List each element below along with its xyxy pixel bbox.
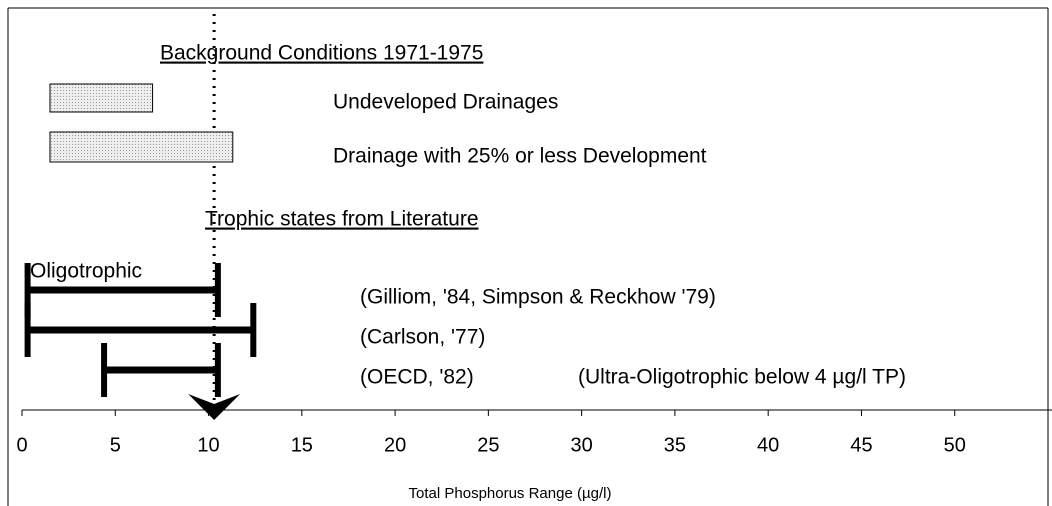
x-axis-label: Total Phosphorus Range (µg/l): [409, 485, 612, 502]
x-tick-label: 20: [384, 434, 406, 456]
x-tick-label: 35: [664, 434, 686, 456]
heading: Background Conditions 1971-1975: [160, 42, 483, 65]
note: (Ultra-Oligotrophic below 4 µg/l TP): [578, 366, 906, 389]
x-tick-label: 40: [757, 434, 779, 456]
series-label: (OECD, '82): [360, 366, 474, 389]
x-tick-label: 15: [291, 434, 313, 456]
group-label: Oligotrophic: [30, 260, 142, 283]
x-tick-label: 0: [16, 434, 27, 456]
x-tick-label: 5: [110, 434, 121, 456]
x-tick-label: 50: [944, 434, 966, 456]
series-label: (Carlson, '77): [360, 326, 485, 349]
x-tick-label: 45: [850, 434, 872, 456]
series-label: (Gilliom, '84, Simpson & Reckhow '79): [360, 286, 716, 309]
x-tick-label: 30: [571, 434, 593, 456]
range-box: [49, 131, 234, 163]
x-tick-label: 10: [197, 434, 219, 456]
x-tick-label: 25: [477, 434, 499, 456]
range-box: [49, 83, 154, 113]
heading: Trophic states from Literature: [205, 208, 479, 231]
series-label: Undeveloped Drainages: [333, 91, 558, 114]
reference-arrow: [188, 394, 241, 420]
series-label: Drainage with 25% or less Development: [333, 145, 707, 168]
